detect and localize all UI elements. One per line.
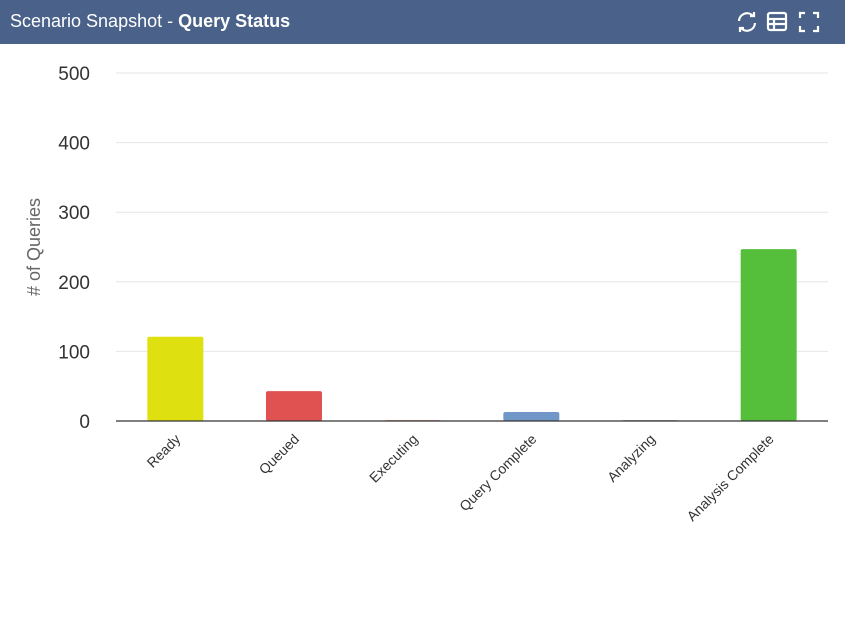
y-axis-label: # of Queries — [24, 198, 44, 296]
y-tick-label: 300 — [58, 203, 90, 224]
chart: # of Queries 0 100 200 300 400 500 Ready Queued… — [24, 64, 828, 524]
title-bold: Query Status — [178, 11, 291, 31]
table-button[interactable] — [766, 11, 788, 32]
bar — [503, 411, 560, 421]
panel-title: Scenario Snapshot - Query Status — [10, 11, 290, 32]
y-tick-label: 500 — [58, 64, 90, 85]
y-tick-label: 100 — [58, 342, 90, 363]
y-tick-label: 400 — [58, 134, 90, 155]
title-prefix: Scenario Snapshot - — [10, 11, 174, 31]
x-tick-label: Executing — [366, 431, 421, 486]
refresh-button[interactable] — [737, 12, 757, 32]
x-tick-label: Query Complete — [456, 431, 540, 515]
panel-header: Scenario Snapshot - Query Status — [0, 0, 845, 44]
fullscreen-button[interactable] — [798, 11, 820, 33]
bar — [147, 336, 204, 421]
bar — [266, 391, 322, 421]
bar — [740, 249, 797, 421]
x-tick-label: Ready — [144, 431, 184, 471]
x-tick-label: Analyzing — [604, 431, 658, 485]
x-tick-label: Analysis Complete — [683, 431, 776, 524]
x-tick-label: Queued — [256, 431, 303, 478]
y-tick-label: 0 — [79, 412, 90, 433]
y-tick-label: 200 — [58, 273, 90, 294]
toolbar — [737, 11, 820, 33]
